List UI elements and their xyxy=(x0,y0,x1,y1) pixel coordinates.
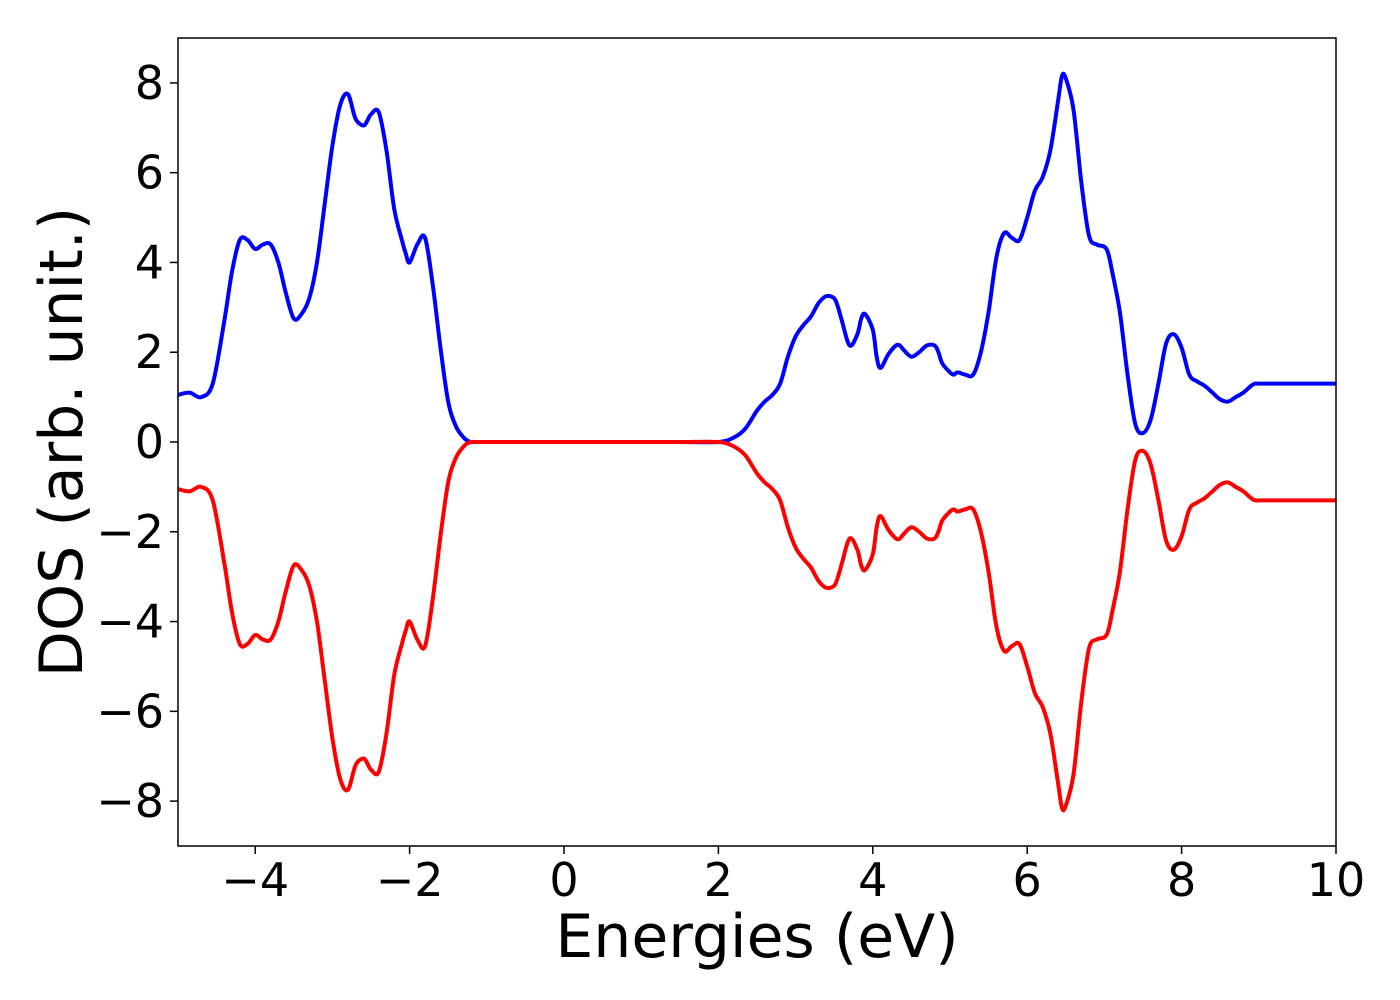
x-tick-label: 0 xyxy=(549,853,578,907)
x-tick-label: 2 xyxy=(704,853,733,907)
y-tick-label: 0 xyxy=(135,415,164,469)
x-tick-label: 10 xyxy=(1307,853,1366,907)
y-axis-label: DOS (arb. unit.) xyxy=(27,207,97,677)
series-line-upper xyxy=(178,71,1336,445)
x-tick-label: 8 xyxy=(1167,853,1196,907)
x-axis-label: Energies (eV) xyxy=(555,902,958,972)
y-tick-label: −8 xyxy=(96,774,164,828)
x-tick-label: 6 xyxy=(1013,853,1042,907)
y-tick-label: −4 xyxy=(96,595,164,649)
ticks-layer: −4 −2 0 2 4 6 8 10 −8 −6 −4 −2 0 2 4 6 8 xyxy=(96,56,1365,907)
y-tick-label: −6 xyxy=(96,684,164,738)
x-tick-label: −2 xyxy=(376,853,444,907)
y-tick-label: 6 xyxy=(135,146,164,200)
y-tick-label: −2 xyxy=(96,505,164,559)
x-tick-label: 4 xyxy=(858,853,887,907)
x-tick-label: −4 xyxy=(221,853,289,907)
y-tick-label: 4 xyxy=(135,235,164,289)
plot-frame xyxy=(177,37,1337,847)
y-tick-label: 8 xyxy=(135,56,164,110)
series-line-lower xyxy=(178,439,1336,813)
y-tick-label: 2 xyxy=(135,325,164,379)
series-layer xyxy=(178,71,1336,813)
